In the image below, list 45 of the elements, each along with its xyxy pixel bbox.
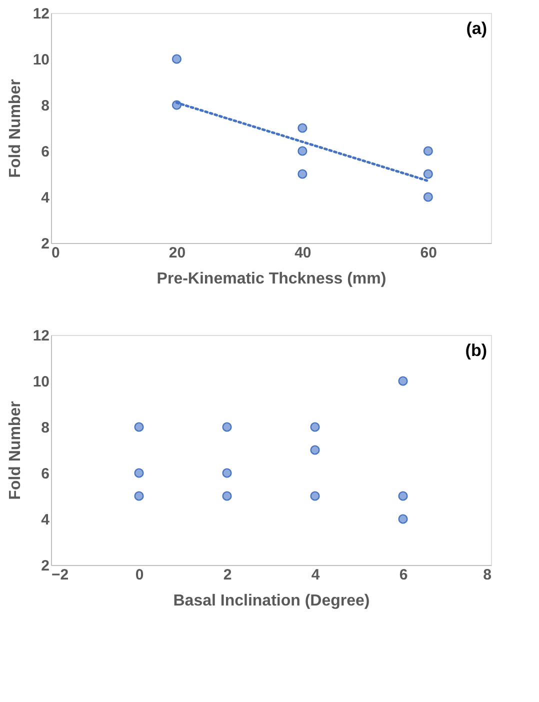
point xyxy=(310,422,320,432)
x-axis-title: Pre-Kinematic Thckness (mm) xyxy=(156,270,386,288)
point xyxy=(298,146,308,156)
x-tick-label: 6 xyxy=(399,566,408,584)
point xyxy=(134,491,144,501)
point xyxy=(298,123,308,133)
x-tick-label: 40 xyxy=(294,244,312,262)
point xyxy=(423,169,433,179)
y-tick-label: 12 xyxy=(32,6,50,22)
point xyxy=(134,468,144,478)
point xyxy=(222,468,232,478)
y-tick-label: 8 xyxy=(41,98,50,114)
x-tick-label: 20 xyxy=(168,244,186,262)
y-tick-label: 6 xyxy=(41,144,50,160)
y-tick-label: 4 xyxy=(41,190,50,206)
x-tick-label: −2 xyxy=(52,566,69,584)
y-axis-title: Fold Number xyxy=(6,401,24,500)
point xyxy=(298,169,308,179)
point xyxy=(310,445,320,455)
point xyxy=(398,514,408,524)
x-axis-title: Basal Inclination (Degree) xyxy=(173,592,370,610)
x-tick-label: 8 xyxy=(483,566,492,584)
y-tick-label: 12 xyxy=(32,328,50,344)
y-tick-label: 8 xyxy=(41,420,50,436)
x-tick-label: 60 xyxy=(420,244,437,262)
y-tick-label: 4 xyxy=(41,512,50,528)
annotation: (a) xyxy=(466,19,487,38)
point xyxy=(222,422,232,432)
x-tick-label: 2 xyxy=(223,566,232,584)
point xyxy=(134,422,144,432)
point xyxy=(222,491,232,501)
y-tick-label: 10 xyxy=(32,374,50,390)
point xyxy=(423,146,433,156)
x-tick-label: 0 xyxy=(52,244,60,262)
point xyxy=(398,376,408,386)
point xyxy=(310,491,320,501)
point xyxy=(398,491,408,501)
y-tick-label: 6 xyxy=(41,466,50,482)
x-tick-label: 4 xyxy=(311,566,320,584)
y-axis-title: Fold Number xyxy=(6,79,24,178)
y-tick-label: 10 xyxy=(32,52,50,68)
point xyxy=(172,54,182,64)
point xyxy=(423,192,433,202)
x-tick-label: 0 xyxy=(135,566,144,584)
annotation: (b) xyxy=(465,341,487,360)
